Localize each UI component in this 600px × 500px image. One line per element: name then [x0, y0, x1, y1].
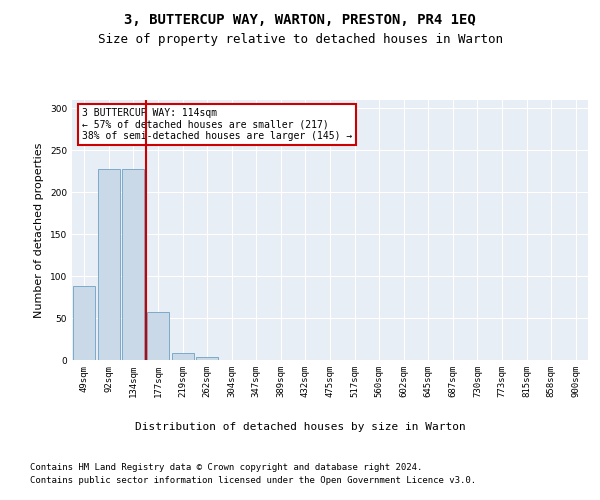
Bar [98, 169, 120, 360]
Text: 3, BUTTERCUP WAY, WARTON, PRESTON, PR4 1EQ: 3, BUTTERCUP WAY, WARTON, PRESTON, PR4 1… [124, 12, 476, 26]
Text: 3 BUTTERCUP WAY: 114sqm
← 57% of detached houses are smaller (217)
38% of semi-d: 3 BUTTERCUP WAY: 114sqm ← 57% of detache… [82, 108, 353, 141]
Bar [196, 356, 218, 360]
Bar [147, 312, 169, 360]
Bar [122, 169, 145, 360]
Bar [73, 286, 95, 360]
Text: Distribution of detached houses by size in Warton: Distribution of detached houses by size … [134, 422, 466, 432]
Text: Contains public sector information licensed under the Open Government Licence v3: Contains public sector information licen… [30, 476, 476, 485]
Bar [172, 354, 194, 360]
Text: Contains HM Land Registry data © Crown copyright and database right 2024.: Contains HM Land Registry data © Crown c… [30, 462, 422, 471]
Text: Size of property relative to detached houses in Warton: Size of property relative to detached ho… [97, 32, 503, 46]
Y-axis label: Number of detached properties: Number of detached properties [34, 142, 44, 318]
